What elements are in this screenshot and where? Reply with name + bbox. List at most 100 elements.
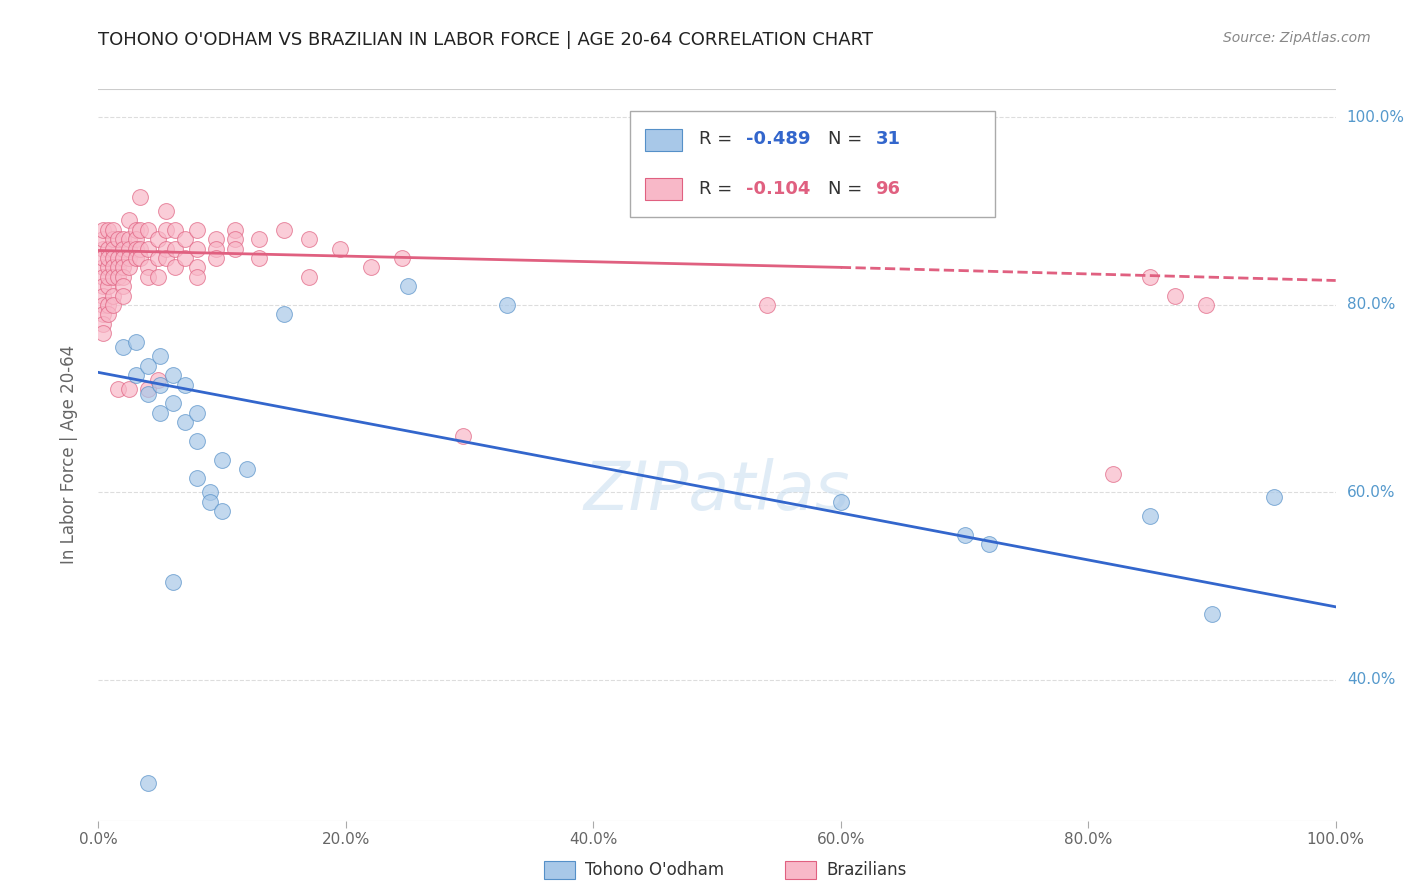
FancyBboxPatch shape — [544, 861, 575, 880]
Point — [118, 251, 141, 265]
Point — [953, 527, 976, 541]
Point — [112, 279, 135, 293]
Point — [155, 251, 177, 265]
Point — [162, 368, 184, 383]
Point — [155, 204, 177, 219]
Point — [149, 377, 172, 392]
Text: -0.489: -0.489 — [745, 130, 810, 148]
Y-axis label: In Labor Force | Age 20-64: In Labor Force | Age 20-64 — [59, 345, 77, 565]
Point — [1139, 269, 1161, 284]
Point — [93, 298, 115, 312]
Point — [103, 251, 125, 265]
Text: 40.0%: 40.0% — [1347, 673, 1395, 688]
Point — [830, 495, 852, 509]
Point — [298, 269, 321, 284]
Point — [174, 251, 197, 265]
Point — [205, 242, 228, 256]
Text: 80.0%: 80.0% — [1347, 297, 1395, 312]
Point — [165, 242, 187, 256]
Point — [118, 242, 141, 256]
Point — [124, 232, 146, 246]
Point — [107, 382, 129, 396]
Point — [93, 326, 115, 340]
Point — [112, 242, 135, 256]
Text: 100.0%: 100.0% — [1347, 110, 1405, 125]
Point — [453, 429, 475, 443]
Point — [155, 223, 177, 237]
Point — [149, 350, 172, 364]
Point — [93, 288, 115, 302]
Point — [360, 260, 382, 275]
Point — [224, 242, 246, 256]
Point — [273, 223, 295, 237]
Point — [93, 279, 115, 293]
Point — [93, 242, 115, 256]
Point — [186, 471, 208, 485]
Point — [495, 298, 517, 312]
Point — [112, 251, 135, 265]
FancyBboxPatch shape — [645, 178, 682, 201]
Text: TOHONO O'ODHAM VS BRAZILIAN IN LABOR FORCE | AGE 20-64 CORRELATION CHART: TOHONO O'ODHAM VS BRAZILIAN IN LABOR FOR… — [98, 31, 873, 49]
Point — [224, 232, 246, 246]
Point — [136, 223, 159, 237]
Point — [224, 223, 246, 237]
Point — [93, 260, 115, 275]
Point — [162, 574, 184, 589]
Point — [146, 251, 169, 265]
Point — [112, 340, 135, 354]
Point — [97, 223, 120, 237]
Point — [129, 223, 152, 237]
Point — [1102, 467, 1125, 481]
Point — [146, 269, 169, 284]
Point — [118, 213, 141, 227]
Point — [247, 251, 270, 265]
Point — [979, 537, 1001, 551]
Point — [93, 317, 115, 331]
Point — [136, 382, 159, 396]
Point — [146, 373, 169, 387]
Point — [129, 190, 152, 204]
Point — [93, 251, 115, 265]
Text: Brazilians: Brazilians — [825, 861, 907, 879]
Point — [103, 223, 125, 237]
Point — [205, 251, 228, 265]
Point — [146, 232, 169, 246]
Point — [107, 260, 129, 275]
Point — [103, 242, 125, 256]
Point — [136, 260, 159, 275]
Text: R =: R = — [699, 179, 738, 198]
Point — [112, 232, 135, 246]
Point — [1164, 288, 1187, 302]
Point — [149, 406, 172, 420]
Point — [186, 269, 208, 284]
Text: ZIPatlas: ZIPatlas — [583, 458, 851, 524]
Point — [103, 298, 125, 312]
Point — [174, 377, 197, 392]
Text: 60.0%: 60.0% — [1347, 485, 1395, 500]
Point — [198, 495, 221, 509]
Point — [97, 242, 120, 256]
Point — [97, 260, 120, 275]
Point — [165, 223, 187, 237]
Point — [107, 251, 129, 265]
Point — [198, 485, 221, 500]
Point — [118, 260, 141, 275]
Point — [97, 269, 120, 284]
Point — [1195, 298, 1218, 312]
Point — [186, 242, 208, 256]
Point — [136, 269, 159, 284]
Point — [124, 368, 146, 383]
Point — [205, 232, 228, 246]
Point — [155, 242, 177, 256]
Point — [97, 251, 120, 265]
Point — [162, 396, 184, 410]
Point — [174, 232, 197, 246]
Point — [1263, 490, 1285, 504]
Point — [236, 462, 259, 476]
Text: 31: 31 — [876, 130, 900, 148]
Point — [755, 298, 778, 312]
FancyBboxPatch shape — [630, 112, 995, 218]
Point — [93, 223, 115, 237]
Point — [107, 232, 129, 246]
Point — [112, 288, 135, 302]
